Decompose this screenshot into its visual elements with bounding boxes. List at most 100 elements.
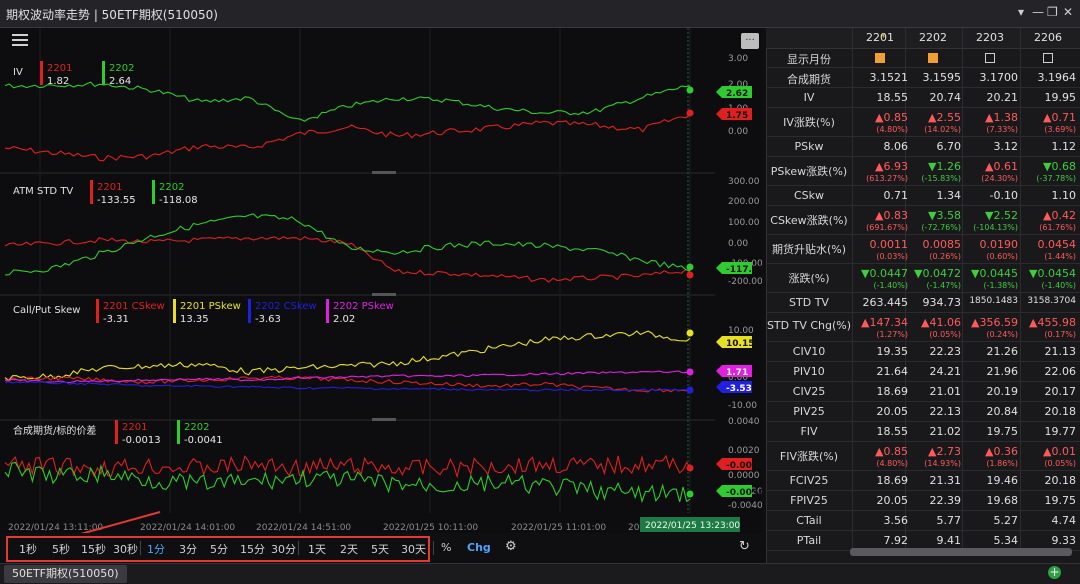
spread-2201-line [4, 454, 691, 479]
table-cell-percent: (-72.76%) [921, 223, 961, 232]
timeframe-highlight-box [6, 536, 430, 562]
table-cell: 22.23 [929, 345, 962, 358]
chart-area[interactable] [0, 28, 762, 533]
settings-gear-icon[interactable]: ⚙ [505, 539, 517, 554]
table-cell: 3.1700 [979, 71, 1019, 84]
x-tick-label: 2022/01/24 14:51:00 [256, 523, 351, 533]
row-divider [766, 361, 1080, 362]
table-cell: 3.12 [993, 140, 1019, 153]
skew-2202p-line [4, 370, 691, 384]
table-cell: 20.21 [986, 91, 1019, 104]
row-label: 期货升贴水(%) [771, 243, 847, 256]
dropdown-icon[interactable]: ▾ [1018, 5, 1025, 19]
legend-color-bar [177, 420, 180, 444]
timeframe-button[interactable]: 5秒 [52, 543, 70, 556]
row-divider [766, 441, 1080, 442]
column-divider [852, 28, 853, 548]
table-cell: 18.55 [876, 425, 909, 438]
horizontal-scrollbar[interactable] [850, 548, 1072, 556]
legend-series-value: 13.35 [180, 314, 209, 325]
timeframe-button[interactable]: 1天 [308, 543, 326, 556]
table-cell: 4.74 [1051, 514, 1077, 527]
panel-resize-handle [372, 293, 396, 296]
table-cell-percent: (61.76%) [1039, 223, 1076, 232]
timeframe-button[interactable]: 30分 [271, 543, 296, 556]
value-tag-shape [716, 458, 752, 470]
minimize-icon[interactable]: — [1032, 5, 1044, 19]
timeframe-button[interactable]: 30秒 [113, 543, 138, 556]
close-icon[interactable]: ✕ [1063, 5, 1074, 19]
row-label: CTail [796, 514, 822, 527]
table-cell: ▲2.73 [928, 445, 961, 458]
show-month-checkbox[interactable] [875, 53, 885, 63]
show-month-checkbox[interactable] [928, 53, 938, 63]
legend-series-value: 1.82 [47, 76, 69, 87]
legend-series-value: -118.08 [159, 195, 198, 206]
show-month-checkbox[interactable] [1043, 53, 1053, 63]
table-cell: ▲0.01 [1043, 445, 1076, 458]
percent-toggle[interactable]: % [441, 541, 452, 554]
table-cell: 20.17 [1044, 385, 1077, 398]
add-tab-icon[interactable]: + [1048, 565, 1061, 579]
tab-50etf[interactable]: 50ETF期权(510050) [4, 565, 127, 583]
table-cell-percent: (3.69%) [1044, 125, 1076, 134]
timeframe-button[interactable]: 1秒 [19, 543, 37, 556]
table-cell: 0.0454 [1037, 238, 1077, 251]
chg-toggle[interactable]: Chg [467, 541, 491, 554]
more-options-icon[interactable]: ... [741, 33, 759, 49]
timeframe-button[interactable]: 2天 [340, 543, 358, 556]
table-header [766, 28, 1080, 49]
legend-color-bar [90, 180, 93, 204]
row-label: PTail [796, 534, 822, 547]
table-cell-percent: (-1.47%) [926, 281, 961, 290]
table-cell: 5.34 [993, 534, 1019, 547]
atm-2201-line [4, 236, 691, 283]
row-divider [766, 67, 1080, 68]
timeframe-button[interactable]: 30天 [401, 543, 426, 556]
column-header[interactable]: 2206 [1034, 31, 1062, 44]
timeframe-button[interactable]: 5天 [371, 543, 389, 556]
legend-color-bar [173, 299, 176, 323]
table-cell: 0.0085 [922, 238, 962, 251]
timeframe-button[interactable]: 15分 [240, 543, 265, 556]
column-header[interactable]: 2202 [919, 31, 947, 44]
restore-icon[interactable]: ❐ [1047, 5, 1058, 19]
value-tag: -0.0034 [716, 485, 762, 498]
table-cell: 22.39 [929, 494, 962, 507]
row-divider [766, 312, 1080, 313]
column-header[interactable]: 2203 [976, 31, 1004, 44]
active-month-star: * [880, 31, 887, 44]
y-tick-label: 0.0020 [728, 446, 760, 456]
y-tick-label: 0.0040 [728, 417, 760, 427]
timeframe-button[interactable]: 3分 [179, 543, 197, 556]
table-cell-percent: (1.44%) [1044, 252, 1076, 261]
table-cell-percent: (24.30%) [981, 174, 1018, 183]
panel-resize-handle [372, 418, 396, 421]
timeframe-button[interactable]: 5分 [210, 543, 228, 556]
show-month-checkbox[interactable] [985, 53, 995, 63]
table-cell: ▲41.06 [921, 316, 961, 329]
value-tag: 1.75 [716, 108, 752, 121]
table-cell: ▼0.0447 [861, 267, 908, 280]
legend-series-value: -3.63 [255, 314, 281, 325]
timeframe-button[interactable]: 15秒 [81, 543, 106, 556]
table-cell: ▲147.34 [861, 316, 908, 329]
hamburger-menu-icon[interactable] [12, 34, 28, 46]
table-cell: 21.31 [929, 474, 962, 487]
table-cell-percent: (-37.78%) [1036, 174, 1076, 183]
row-label: CIV10 [792, 345, 826, 358]
table-cell: 19.95 [1044, 91, 1077, 104]
skew-2201p-line [4, 330, 691, 382]
bottom-tab-bar: 50ETF期权(510050) [0, 563, 1080, 584]
x-tick-label: 2022/01/24 13:11:00 [8, 523, 103, 533]
row-label: PSkew涨跌(%) [770, 165, 848, 178]
row-label: 合成期货 [787, 73, 831, 86]
table-cell: 18.69 [876, 385, 909, 398]
timeframe-button[interactable]: 1分 [147, 543, 165, 556]
table-cell: 263.445 [862, 296, 909, 309]
column-header[interactable]: 2201 [866, 31, 894, 44]
refresh-icon[interactable]: ↻ [739, 539, 750, 554]
series-end-dot [686, 109, 694, 117]
table-cell: ▲0.85 [875, 111, 908, 124]
red-arrow-line [80, 511, 161, 533]
